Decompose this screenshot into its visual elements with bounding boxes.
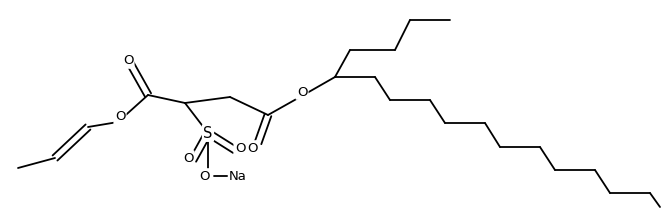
Text: O: O: [297, 86, 307, 98]
Text: O: O: [235, 141, 245, 155]
Text: O: O: [115, 111, 125, 123]
Text: O: O: [123, 54, 133, 68]
Text: O: O: [183, 152, 194, 164]
Text: O: O: [199, 169, 209, 183]
Text: Na: Na: [229, 169, 247, 183]
Text: O: O: [248, 141, 258, 155]
Text: S: S: [203, 126, 213, 140]
